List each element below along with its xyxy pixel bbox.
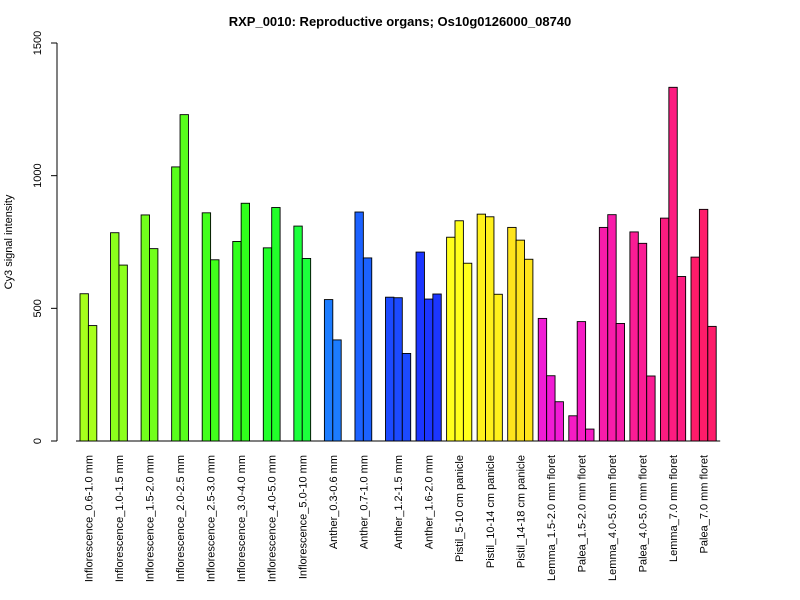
- x-tick-label: Pistil_10-14 cm panicle: [485, 455, 497, 568]
- bar: [393, 297, 403, 442]
- bar: [554, 401, 564, 442]
- x-tick-label: Palea_7.0 mm floret: [699, 455, 711, 553]
- bar: [660, 217, 670, 442]
- x-tick-label: Inflorescence_5.0-10 mm: [297, 455, 309, 579]
- x-tick-label: Anther_1.6-2.0 mm: [424, 455, 436, 549]
- bars: [79, 86, 717, 442]
- bar: [271, 207, 281, 442]
- y-tick-label: 1500: [32, 31, 44, 55]
- bar: [201, 212, 212, 442]
- bar: [362, 257, 373, 442]
- bar: [179, 114, 189, 442]
- bar: [149, 248, 159, 442]
- bar: [301, 258, 312, 442]
- bar: [668, 86, 678, 442]
- bar: [546, 375, 556, 442]
- bar: [293, 225, 303, 442]
- bar: [537, 317, 548, 442]
- bar: [232, 241, 242, 442]
- x-tick-label: Inflorescence_2.5-3.0 mm: [206, 455, 218, 582]
- x-tick-label: Inflorescence_2.0-2.5 mm: [175, 455, 187, 582]
- x-tick-label: Inflorescence_4.0-5.0 mm: [267, 455, 279, 582]
- bar: [646, 375, 656, 442]
- x-tick-label: Lemma_1.5-2.0 mm floret: [546, 455, 558, 581]
- bar: [415, 251, 425, 442]
- bar: [110, 232, 120, 442]
- bar: [515, 239, 525, 442]
- bar: [262, 247, 273, 442]
- x-tick-label: Lemma_7.0 mm floret: [668, 455, 680, 562]
- bar: [462, 262, 473, 442]
- bar: [507, 226, 517, 442]
- y-tick-label: 0: [32, 438, 44, 444]
- chart-title: RXP_0010: Reproductive organs; Os10g0126…: [229, 14, 572, 29]
- bar: [323, 299, 334, 442]
- x-tick-label: Palea_4.0-5.0 mm floret: [638, 455, 650, 572]
- bar: [485, 216, 495, 442]
- bar: [79, 293, 89, 442]
- bar: [87, 325, 98, 442]
- x-tick-label: Anther_0.3-0.6 mm: [328, 455, 340, 549]
- bar: [607, 214, 617, 442]
- y-axis: 0 500 1000 1500: [32, 31, 58, 444]
- bar: [140, 214, 150, 442]
- y-tick-label: 500: [32, 299, 44, 317]
- x-tick-label: Lemma_4.0-5.0 mm floret: [607, 455, 619, 581]
- bar: [629, 231, 639, 442]
- bar: [524, 258, 534, 442]
- bar: [432, 293, 442, 442]
- bar: [676, 276, 687, 442]
- x-tick-label: Anther_1.2-1.5 mm: [393, 455, 405, 549]
- x-tick-label: Pistil_14-18 cm panicle: [515, 455, 527, 568]
- bar: [615, 323, 626, 442]
- x-tick-label: Inflorescence_1.0-1.5 mm: [114, 455, 126, 582]
- bar: [698, 208, 709, 442]
- bar: [637, 242, 648, 442]
- bar: [598, 226, 609, 442]
- bar: [332, 339, 342, 442]
- bar: [585, 428, 595, 442]
- bar: [385, 296, 395, 442]
- x-tick-labels: Inflorescence_0.6-1.0 mm Inflorescence_1.…: [83, 455, 710, 582]
- bar: [446, 236, 456, 442]
- y-tick-label: 1000: [32, 163, 44, 187]
- bar: [210, 259, 220, 442]
- bar: [576, 321, 587, 442]
- bar: [424, 298, 434, 442]
- x-tick-label: Inflorescence_3.0-4.0 mm: [236, 455, 248, 582]
- bar: [240, 202, 250, 442]
- bar: [171, 166, 181, 442]
- bar: [401, 352, 412, 442]
- bar: [707, 325, 717, 442]
- bar: [454, 220, 464, 442]
- y-axis-title: Cy3 signal intensity: [3, 194, 15, 289]
- bar: [493, 293, 503, 442]
- x-tick-label: Inflorescence_0.6-1.0 mm: [83, 455, 95, 582]
- bar: [118, 264, 128, 442]
- x-tick-label: Inflorescence_1.5-2.0 mm: [145, 455, 157, 582]
- bar: [354, 211, 364, 442]
- x-tick-label: Anther_0.7-1.0 mm: [358, 455, 370, 549]
- bar: [568, 415, 578, 442]
- bar: [476, 213, 486, 442]
- x-tick-label: Pistil_5-10 cm panicle: [454, 455, 466, 562]
- bar: [690, 256, 700, 442]
- x-tick-label: Palea_1.5-2.0 mm floret: [576, 455, 588, 572]
